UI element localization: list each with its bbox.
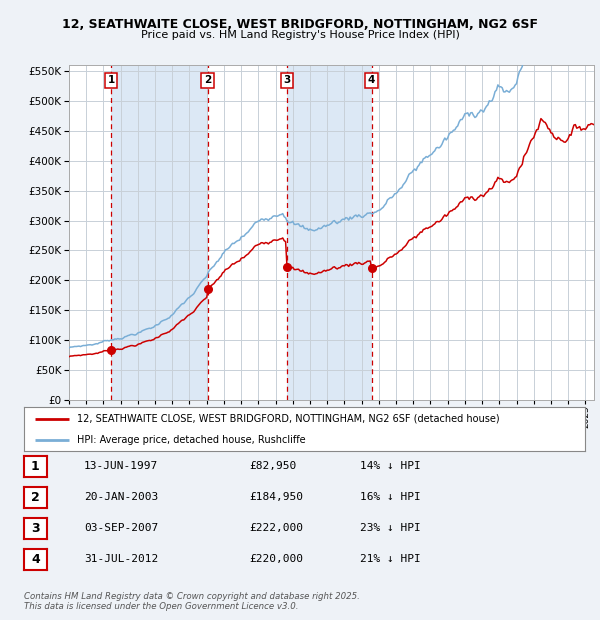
Text: 20-JAN-2003: 20-JAN-2003	[84, 492, 158, 502]
Text: 12, SEATHWAITE CLOSE, WEST BRIDGFORD, NOTTINGHAM, NG2 6SF (detached house): 12, SEATHWAITE CLOSE, WEST BRIDGFORD, NO…	[77, 414, 500, 424]
Text: 23% ↓ HPI: 23% ↓ HPI	[360, 523, 421, 533]
Text: 16% ↓ HPI: 16% ↓ HPI	[360, 492, 421, 502]
Text: £220,000: £220,000	[249, 554, 303, 564]
Text: 03-SEP-2007: 03-SEP-2007	[84, 523, 158, 533]
Bar	[111, 65, 208, 400]
Text: £82,950: £82,950	[249, 461, 296, 471]
Text: 4: 4	[368, 75, 375, 85]
Text: 1: 1	[31, 460, 40, 472]
Text: Price paid vs. HM Land Registry's House Price Index (HPI): Price paid vs. HM Land Registry's House …	[140, 30, 460, 40]
Text: 31-JUL-2012: 31-JUL-2012	[84, 554, 158, 564]
Bar	[287, 65, 371, 400]
Text: 2: 2	[31, 491, 40, 503]
Text: Contains HM Land Registry data © Crown copyright and database right 2025.
This d: Contains HM Land Registry data © Crown c…	[24, 591, 360, 611]
Text: 1: 1	[107, 75, 115, 85]
Text: £184,950: £184,950	[249, 492, 303, 502]
Text: 14% ↓ HPI: 14% ↓ HPI	[360, 461, 421, 471]
Text: 3: 3	[31, 522, 40, 534]
Text: HPI: Average price, detached house, Rushcliffe: HPI: Average price, detached house, Rush…	[77, 435, 306, 445]
Text: 3: 3	[283, 75, 291, 85]
Text: 13-JUN-1997: 13-JUN-1997	[84, 461, 158, 471]
Text: 21% ↓ HPI: 21% ↓ HPI	[360, 554, 421, 564]
Text: £222,000: £222,000	[249, 523, 303, 533]
Text: 4: 4	[31, 553, 40, 565]
Text: 2: 2	[204, 75, 211, 85]
Text: 12, SEATHWAITE CLOSE, WEST BRIDGFORD, NOTTINGHAM, NG2 6SF: 12, SEATHWAITE CLOSE, WEST BRIDGFORD, NO…	[62, 18, 538, 30]
